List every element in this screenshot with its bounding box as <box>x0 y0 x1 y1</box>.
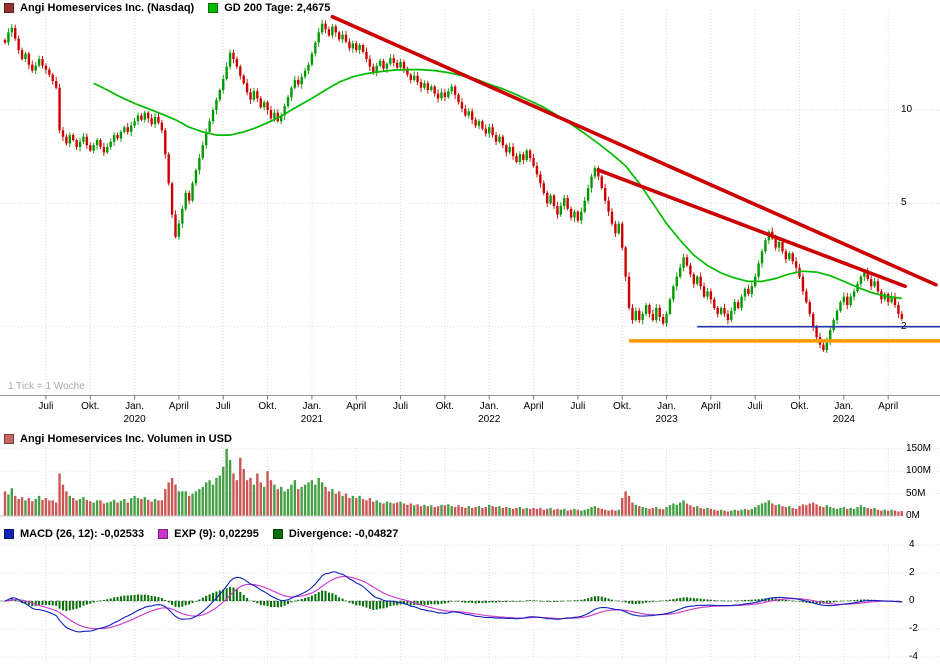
gd200-swatch-icon <box>208 3 219 13</box>
volume-label: Angi Homeservices Inc. Volumen in USD <box>20 433 232 445</box>
volume-legend: Angi Homeservices Inc. Volumen in USD <box>4 433 246 445</box>
signal-label: EXP (9): 0,02295 <box>174 528 259 540</box>
volume-legend-item: Angi Homeservices Inc. Volumen in USD <box>4 433 232 445</box>
signal-swatch-icon <box>158 529 169 539</box>
trendline-lower <box>596 168 908 289</box>
candlestick-series <box>3 19 904 354</box>
divergence-swatch-icon <box>272 529 283 539</box>
divergence-label: Divergence: -0,04827 <box>288 528 399 540</box>
price-legend: Angi Homeservices Inc. (Nasdaq) GD 200 T… <box>4 2 344 14</box>
macd-label: MACD (26, 12): -0,02533 <box>20 528 145 540</box>
macd-legend: MACD (26, 12): -0,02533 EXP (9): 0,02295… <box>4 528 412 540</box>
macd-swatch-icon <box>4 529 14 539</box>
price-legend-item: Angi Homeservices Inc. (Nasdaq) <box>4 2 194 14</box>
macd-line <box>4 571 902 633</box>
signal-legend-item: EXP (9): 0,02295 <box>158 528 259 540</box>
macd-legend-item: MACD (26, 12): -0,02533 <box>4 528 144 540</box>
price-series-label: Angi Homeservices Inc. (Nasdaq) <box>20 2 195 14</box>
volume-swatch-icon <box>4 434 14 444</box>
signal-line <box>4 575 902 630</box>
trendline-upper <box>330 14 938 287</box>
tick-note: 1 Tick = 1 Woche <box>8 381 85 392</box>
divergence-legend-item: Divergence: -0,04827 <box>272 528 399 540</box>
gd200-label: GD 200 Tage: 2,4675 <box>224 2 331 14</box>
volume-bars <box>3 448 904 516</box>
gd200-legend-item: GD 200 Tage: 2,4675 <box>208 2 330 14</box>
price-series-swatch-icon <box>4 3 14 13</box>
gridlines <box>0 10 940 660</box>
gd200-line <box>93 68 902 300</box>
